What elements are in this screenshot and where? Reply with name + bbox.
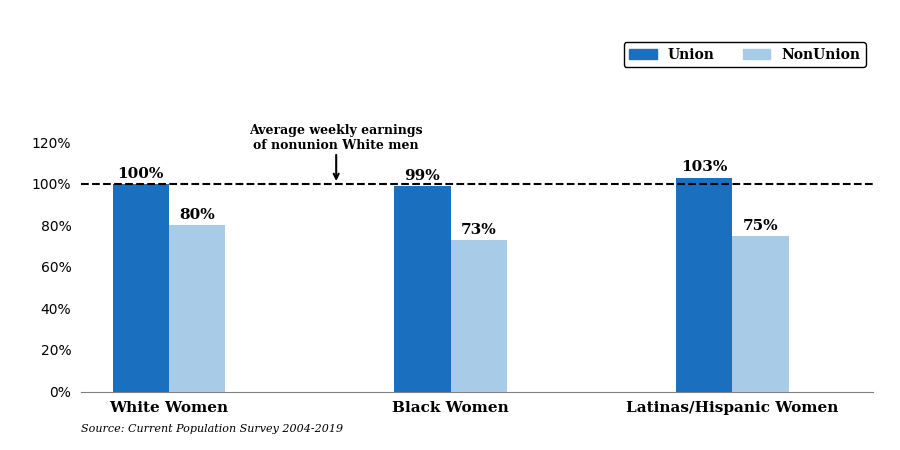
Bar [394,186,451,392]
Text: ⚖: ⚖ [68,41,86,60]
Text: 100%: 100% [118,166,164,181]
Text: Source: Current Population Survey 2004-2019: Source: Current Population Survey 2004-2… [81,424,343,434]
Bar [169,225,225,392]
Text: Relative to Unrepresented White Men: Relative to Unrepresented White Men [140,71,492,87]
Text: 73%: 73% [461,223,497,237]
Text: Marginal Difference in Weekly Wages: Marginal Difference in Weekly Wages [140,27,636,50]
Bar [451,240,507,392]
Text: 103%: 103% [681,161,727,175]
Bar [676,178,733,392]
Text: 99%: 99% [405,169,440,183]
Bar [112,184,169,392]
Text: 75%: 75% [742,219,778,233]
Legend: Union, NonUnion: Union, NonUnion [624,42,866,67]
Text: Average weekly earnings
of nonunion White men: Average weekly earnings of nonunion Whit… [249,124,423,179]
Text: 80%: 80% [179,208,215,222]
Bar [733,236,788,392]
